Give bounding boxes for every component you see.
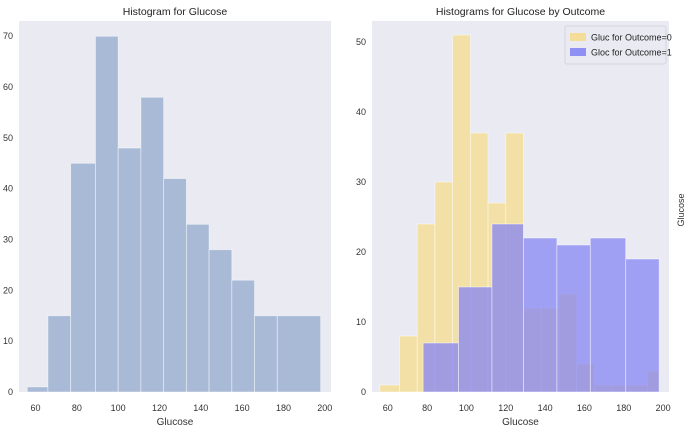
clipped-axis-label: Glucose (676, 193, 686, 226)
y-axis-ticks: 0 10 20 30 40 50 60 70 (3, 31, 13, 397)
y-tick-label: 40 (3, 184, 13, 194)
x-tick-label: 120 (152, 403, 167, 413)
x-tick-label: 160 (577, 403, 592, 413)
x-tick-label: 60 (31, 403, 41, 413)
histogram-bar-series-1 (458, 286, 493, 393)
chart-title: Histograms for Glucose by Outcome (436, 6, 605, 18)
histogram-bar (185, 223, 210, 393)
histogram-bar-series-0 (399, 335, 418, 393)
histogram-bar (231, 279, 255, 393)
x-tick-label: 60 (383, 403, 393, 413)
x-tick-label: 120 (498, 403, 513, 413)
histogram-bar (163, 178, 187, 393)
y-tick-label: 10 (3, 336, 13, 346)
chart-title: Histogram for Glucose (123, 6, 228, 18)
x-tick-label: 140 (193, 403, 208, 413)
y-tick-label: 70 (3, 31, 13, 41)
histogram-bar (276, 315, 322, 393)
histogram-bar (140, 96, 165, 393)
histogram-bar (117, 147, 142, 393)
y-tick-label: 30 (3, 235, 13, 245)
histogram-bar-series-1 (625, 258, 660, 393)
x-axis-ticks: 60 80 100 120 140 160 180 200 (383, 403, 671, 413)
histogram-bar-series-1 (589, 237, 627, 393)
glucose-by-outcome-chart: Histograms for Glucose by Outcome Glucos… (356, 6, 672, 428)
y-tick-label: 30 (356, 177, 366, 187)
x-tick-label: 80 (422, 403, 432, 413)
glucose-histogram-chart: Histogram for Glucose Glucose 60 80 100 120… (3, 6, 332, 428)
x-tick-label: 100 (459, 403, 474, 413)
x-tick-label: 160 (235, 403, 250, 413)
histogram-bar-series-0 (379, 384, 400, 393)
y-tick-label: 50 (356, 37, 366, 47)
y-tick-label: 20 (3, 285, 13, 295)
x-tick-label: 100 (111, 403, 126, 413)
y-tick-label: 0 (361, 387, 366, 397)
legend: Gluc for Outcome=0 Gloc for Outcome=1 (564, 25, 672, 65)
histogram-bars (379, 34, 660, 393)
x-axis-label: Glucose (157, 417, 194, 428)
histogram-bar (95, 35, 119, 393)
legend-box (564, 25, 667, 65)
y-axis-ticks: 0 10 20 30 40 50 (356, 37, 366, 397)
x-tick-label: 200 (656, 403, 671, 413)
histogram-bar-series-1 (523, 237, 558, 393)
legend-label-outcome-1: Gloc for Outcome=1 (591, 48, 672, 58)
legend-label-outcome-0: Gluc for Outcome=0 (591, 33, 672, 43)
x-axis-label: Glucose (502, 417, 539, 428)
histogram-bar (26, 386, 49, 393)
y-tick-label: 40 (356, 107, 366, 117)
y-tick-label: 0 (8, 387, 13, 397)
histogram-bar (208, 249, 233, 393)
x-tick-label: 180 (276, 403, 291, 413)
y-tick-label: 50 (3, 133, 13, 143)
x-axis-ticks: 60 80 100 120 140 160 180 200 (31, 403, 333, 413)
histogram-bar (70, 162, 96, 393)
histogram-bar-series-1 (556, 244, 591, 393)
x-tick-label: 140 (538, 403, 553, 413)
legend-swatch-outcome-1 (570, 48, 586, 56)
histogram-bar-series-1 (491, 223, 524, 393)
x-tick-label: 200 (317, 403, 332, 413)
y-tick-label: 60 (3, 82, 13, 92)
x-tick-label: 180 (616, 403, 631, 413)
histogram-bar-series-1 (422, 342, 459, 393)
histogram-bars (26, 35, 322, 393)
histogram-bar (254, 315, 278, 393)
y-tick-label: 10 (356, 317, 366, 327)
y-tick-label: 20 (356, 247, 366, 257)
x-tick-label: 80 (72, 403, 82, 413)
legend-swatch-outcome-0 (570, 33, 586, 41)
histogram-bar (47, 315, 72, 393)
